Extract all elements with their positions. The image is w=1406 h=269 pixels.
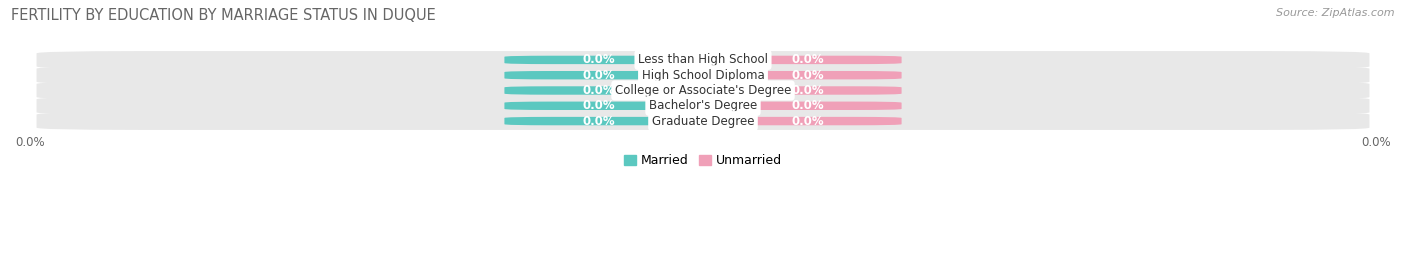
Text: 0.0%: 0.0% [792, 69, 824, 82]
Text: College or Associate's Degree: College or Associate's Degree [614, 84, 792, 97]
FancyBboxPatch shape [505, 71, 693, 79]
Text: High School Diploma: High School Diploma [641, 69, 765, 82]
Text: 0.0%: 0.0% [582, 69, 614, 82]
FancyBboxPatch shape [37, 112, 1369, 130]
FancyBboxPatch shape [713, 102, 901, 110]
Text: 0.0%: 0.0% [582, 54, 614, 66]
Text: 0.0%: 0.0% [792, 99, 824, 112]
Text: 0.0%: 0.0% [792, 115, 824, 128]
Text: 0.0%: 0.0% [582, 115, 614, 128]
Text: 0.0%: 0.0% [792, 54, 824, 66]
FancyBboxPatch shape [713, 71, 901, 79]
FancyBboxPatch shape [37, 82, 1369, 99]
Text: 0.0%: 0.0% [582, 99, 614, 112]
FancyBboxPatch shape [37, 66, 1369, 84]
Text: Less than High School: Less than High School [638, 54, 768, 66]
FancyBboxPatch shape [505, 86, 693, 95]
Text: 0.0%: 0.0% [792, 84, 824, 97]
FancyBboxPatch shape [505, 102, 693, 110]
Text: Source: ZipAtlas.com: Source: ZipAtlas.com [1277, 8, 1395, 18]
FancyBboxPatch shape [713, 117, 901, 125]
Legend: Married, Unmarried: Married, Unmarried [624, 154, 782, 167]
Text: 0.0%: 0.0% [582, 84, 614, 97]
FancyBboxPatch shape [37, 51, 1369, 69]
Text: Bachelor's Degree: Bachelor's Degree [650, 99, 756, 112]
FancyBboxPatch shape [505, 117, 693, 125]
FancyBboxPatch shape [37, 97, 1369, 115]
FancyBboxPatch shape [505, 56, 693, 64]
FancyBboxPatch shape [713, 56, 901, 64]
Text: Graduate Degree: Graduate Degree [652, 115, 754, 128]
FancyBboxPatch shape [713, 86, 901, 95]
Text: FERTILITY BY EDUCATION BY MARRIAGE STATUS IN DUQUE: FERTILITY BY EDUCATION BY MARRIAGE STATU… [11, 8, 436, 23]
